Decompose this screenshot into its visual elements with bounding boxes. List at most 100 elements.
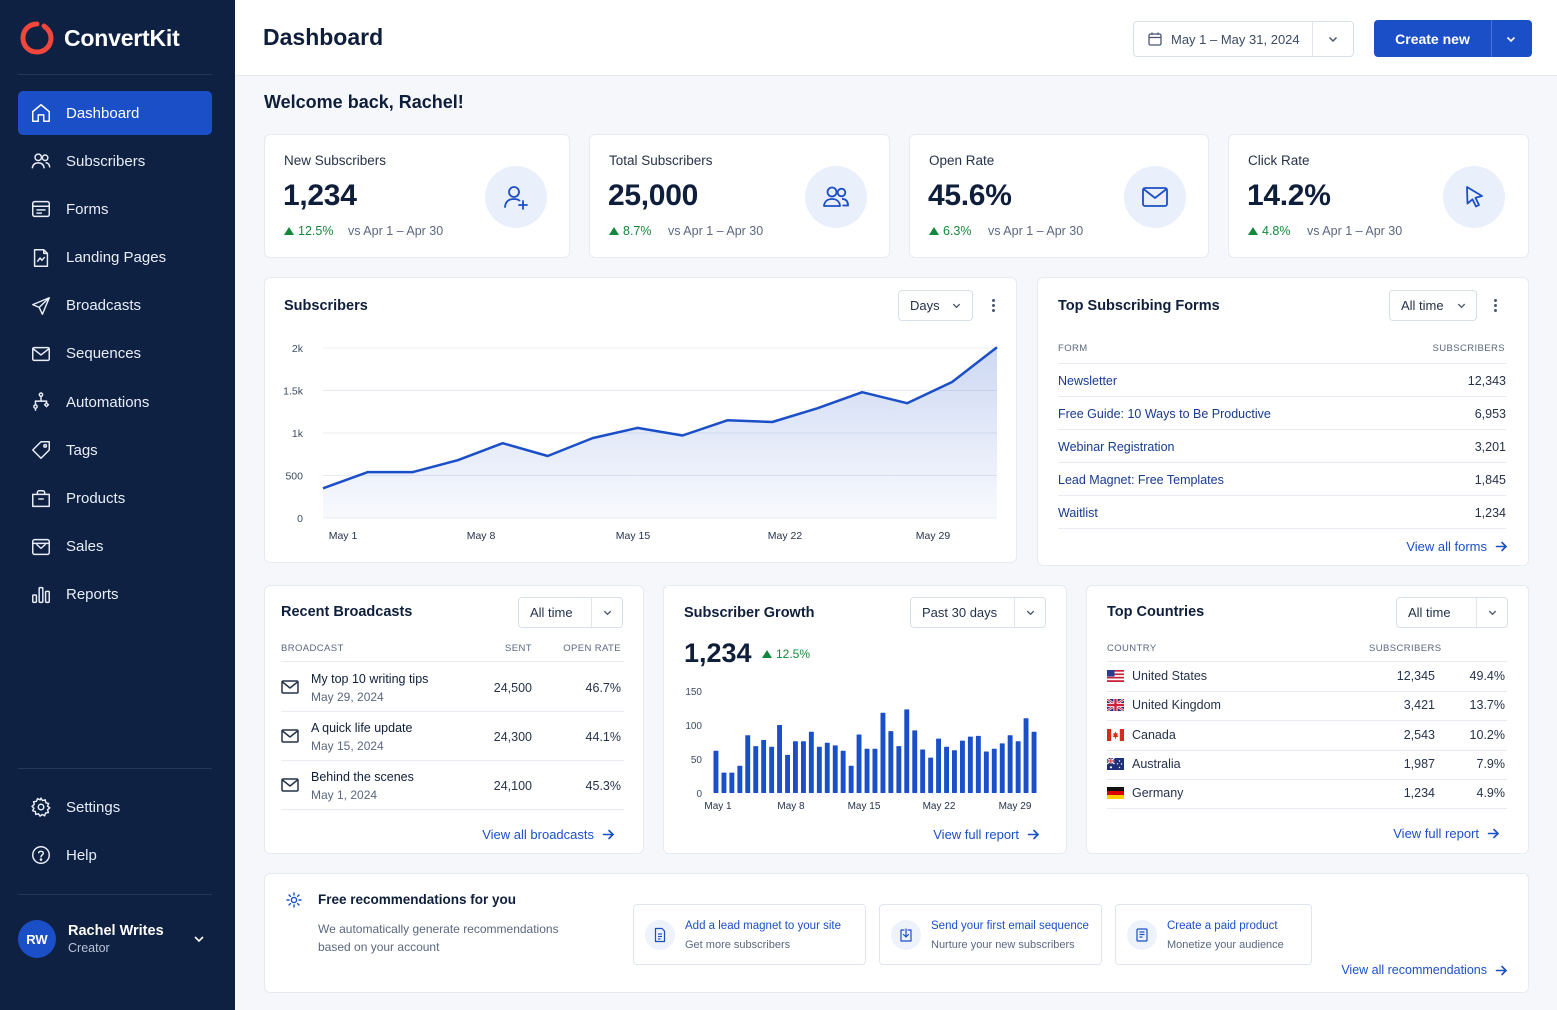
column-header-subscribers: SUBSCRIBERS: [1369, 643, 1442, 654]
column-header-sent: SENT: [505, 643, 532, 654]
user-name: Rachel Writes: [68, 923, 164, 939]
broadcast-date: May 29, 2024: [311, 690, 384, 704]
column-header-form: FORM: [1058, 343, 1088, 354]
table-row[interactable]: Canada 2,543 10.2%: [1107, 721, 1505, 750]
bar: [952, 750, 957, 793]
divider: [281, 760, 624, 761]
y-tick-label: 2k: [292, 343, 304, 355]
stat-label: Open Rate: [929, 153, 995, 168]
arrow-right-icon: [602, 829, 615, 840]
stat-delta-value: 8.7%: [623, 224, 652, 238]
table-row[interactable]: United States 12,345 49.4%: [1107, 662, 1505, 691]
view-all-forms-link[interactable]: View all forms: [1406, 539, 1508, 554]
view-full-report-link[interactable]: View full report: [1393, 826, 1500, 841]
product-icon: [32, 489, 50, 507]
bar: [928, 757, 934, 793]
divider: [1107, 750, 1507, 751]
sidebar-item-reports[interactable]: Reports: [18, 573, 212, 617]
table-row[interactable]: Waitlist 1,234: [1058, 496, 1506, 529]
link-label: View full report: [1393, 826, 1479, 841]
divider: [1107, 808, 1507, 809]
form-subscribers: 12,343: [1467, 373, 1506, 388]
sidebar-item-sales[interactable]: Sales: [18, 525, 212, 569]
sidebar-item-automations[interactable]: Automations: [18, 380, 212, 424]
table-row[interactable]: Webinar Registration 3,201: [1058, 430, 1506, 463]
bar: [1015, 741, 1021, 793]
more-options-icon[interactable]: [1487, 296, 1503, 314]
sidebar-item-forms[interactable]: Forms: [18, 187, 212, 231]
bar: [1007, 735, 1013, 793]
period-select[interactable]: All time: [1396, 597, 1508, 628]
view-all-broadcasts-link[interactable]: View all broadcasts: [482, 827, 615, 842]
sidebar-item-tags[interactable]: Tags: [18, 428, 212, 472]
stat-delta: 4.8%: [1248, 224, 1291, 238]
recommendation-email-sequence[interactable]: Send your first email sequence Nurture y…: [879, 904, 1102, 965]
form-name: Newsletter: [1058, 373, 1118, 388]
bar: [801, 741, 806, 793]
sidebar-item-dashboard[interactable]: Dashboard: [18, 91, 212, 135]
country-name: Canada: [1132, 728, 1176, 742]
users-icon: [31, 153, 51, 169]
icon-badge: [645, 920, 675, 950]
date-range-picker[interactable]: May 1 – May 31, 2024: [1133, 21, 1354, 57]
bar: [729, 772, 735, 793]
avatar: RW: [18, 920, 56, 958]
sidebar-divider: [18, 894, 212, 895]
automation-icon: [33, 392, 50, 412]
sidebar-item-label: Forms: [66, 200, 109, 218]
user-role: Creator: [68, 941, 110, 955]
brand-logo[interactable]: ConvertKit: [20, 20, 180, 56]
recent-broadcasts-card: Recent Broadcasts All time BROADCAST SEN…: [264, 585, 644, 854]
form-name: Webinar Registration: [1058, 439, 1175, 454]
sidebar-item-help[interactable]: Help: [18, 833, 212, 877]
table-row[interactable]: A quick life update May 15, 2024 24,300 …: [281, 712, 624, 760]
create-new-button[interactable]: Create new: [1374, 20, 1532, 57]
bar: [721, 772, 727, 793]
chevron-down-icon[interactable]: [1505, 33, 1517, 45]
country-count: 1,987: [1403, 757, 1435, 771]
bar: [944, 746, 949, 793]
sidebar-item-settings[interactable]: Settings: [18, 785, 212, 829]
table-row[interactable]: Australia 1,987 7.9%: [1107, 750, 1505, 779]
view-full-report-link[interactable]: View full report: [933, 827, 1040, 842]
country-name: Australia: [1132, 757, 1181, 771]
table-row[interactable]: Free Guide: 10 Ways to Be Productive 6,95…: [1058, 397, 1506, 430]
bar: [808, 731, 814, 793]
sidebar-item-label: Sales: [66, 538, 104, 556]
send-icon: [32, 296, 50, 315]
period-select[interactable]: All time: [518, 597, 623, 628]
sidebar-item-label: Automations: [66, 393, 150, 411]
table-row[interactable]: Lead Magnet: Free Templates 1,845: [1058, 463, 1506, 496]
form-subscribers: 6,953: [1474, 406, 1506, 421]
stat-delta: 8.7%: [609, 224, 652, 238]
period-select[interactable]: Days: [898, 290, 973, 321]
view-all-recommendations-link[interactable]: View all recommendations: [1341, 963, 1508, 977]
table-row[interactable]: Behind the scenes May 1, 2024 24,100 45.…: [281, 761, 624, 809]
more-options-icon[interactable]: [985, 296, 1001, 314]
recommendation-paid-product[interactable]: Create a paid product Monetize your audi…: [1115, 904, 1312, 965]
table-row[interactable]: My top 10 writing tips May 29, 2024 24,5…: [281, 663, 624, 711]
period-select[interactable]: All time: [1389, 290, 1477, 321]
sidebar-item-subscribers[interactable]: Subscribers: [18, 139, 212, 183]
table-row[interactable]: Germany 1,234 4.9%: [1107, 779, 1505, 808]
sidebar-item-label: Dashboard: [66, 104, 140, 122]
sidebar-item-landing-pages[interactable]: Landing Pages: [18, 236, 212, 280]
bar: [904, 709, 910, 793]
sidebar-item-sequences[interactable]: Sequences: [18, 332, 212, 376]
sidebar-item-broadcasts[interactable]: Broadcasts: [18, 284, 212, 328]
arrow-right-icon: [1487, 828, 1500, 839]
recommendation-lead-magnet[interactable]: Add a lead magnet to your site Get more …: [633, 904, 866, 965]
table-row[interactable]: United Kingdom 3,421 13.7%: [1107, 691, 1505, 720]
period-select[interactable]: Past 30 days: [910, 597, 1046, 628]
x-tick-label: May 29: [999, 801, 1032, 812]
form-subscribers: 3,201: [1474, 439, 1506, 454]
form-icon: [32, 201, 50, 218]
user-plus-icon: [504, 186, 528, 210]
user-menu[interactable]: RW Rachel Writes Creator: [18, 918, 212, 960]
bar: [967, 736, 973, 793]
link-label: View all recommendations: [1341, 963, 1487, 977]
mail-icon: [32, 346, 50, 362]
chevron-down-icon: [1457, 303, 1466, 309]
table-row[interactable]: Newsletter 12,343: [1058, 364, 1506, 397]
sidebar-item-products[interactable]: Products: [18, 477, 212, 521]
